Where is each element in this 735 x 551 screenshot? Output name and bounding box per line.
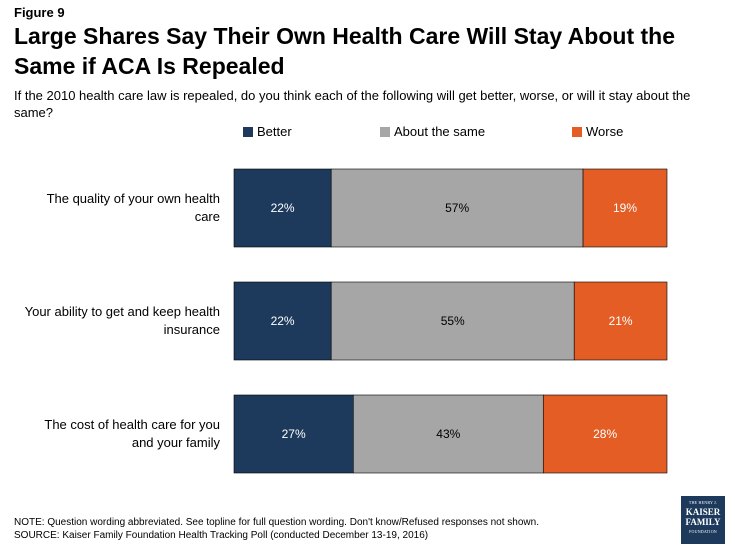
source-text: SOURCE: Kaiser Family Foundation Health … [14,530,429,541]
chart-title: Large Shares Say Their Own Health Care W… [14,23,675,79]
bar-segment-worse [582,168,668,248]
note-text: NOTE: Question wording abbreviated. See … [14,517,539,528]
category-label-line: care [195,209,220,224]
legend-item-worse: Worse [572,124,623,139]
figure-label: Figure 9 [14,5,65,20]
data-label: 55% [441,314,465,328]
category-label-line: The cost of health care for you [44,417,220,432]
logo-line3: FAMILY [685,517,721,527]
legend-item-better: Better [243,124,292,139]
category-label-line: The quality of your own health [47,191,220,206]
logo-line1: THE HENRY J. [688,500,718,505]
bar-segment-about-the-same [330,168,584,248]
bar-segment-worse [542,394,668,474]
chart-notes: NOTE: Question wording abbreviated. See … [14,516,539,542]
data-label: 19% [613,201,637,215]
bar-segment-better [233,394,354,474]
data-label: 43% [436,427,460,441]
chart-plot-area: The quality of your own health care 22% 57%… [25,168,668,474]
bar-segment-about-the-same [352,394,544,474]
legend: Better About the same Worse [0,124,735,140]
bar-segment-about-the-same [330,281,575,361]
logo-line2: KAISER [685,507,721,517]
legend-swatch-same [380,126,390,137]
legend-swatch-worse [572,126,582,137]
legend-label-same: About the same [394,124,486,139]
bar-segment-worse [573,281,668,361]
legend-item-same: About the same [380,124,485,139]
data-label: 28% [593,427,617,441]
data-label: 27% [282,427,306,441]
kff-logo: THE HENRY J. KAISER FAMILY FOUNDATION [681,496,725,544]
data-label: 22% [271,314,295,328]
category-label-line: insurance [164,322,220,337]
data-label: 57% [445,201,469,215]
chart-subtitle: If the 2010 health care law is repealed,… [14,88,691,120]
logo-line4: FOUNDATION [689,529,717,534]
category-label-line: Your ability to get and keep health [25,304,220,319]
legend-label-better: Better [257,124,292,139]
legend-label-worse: Worse [586,124,624,139]
bar-segment-better [233,281,332,361]
bar-segment-better [233,168,332,248]
data-label: 22% [271,201,295,215]
legend-swatch-better [243,126,253,137]
data-label: 21% [609,314,633,328]
category-label-line: and your family [132,435,221,450]
